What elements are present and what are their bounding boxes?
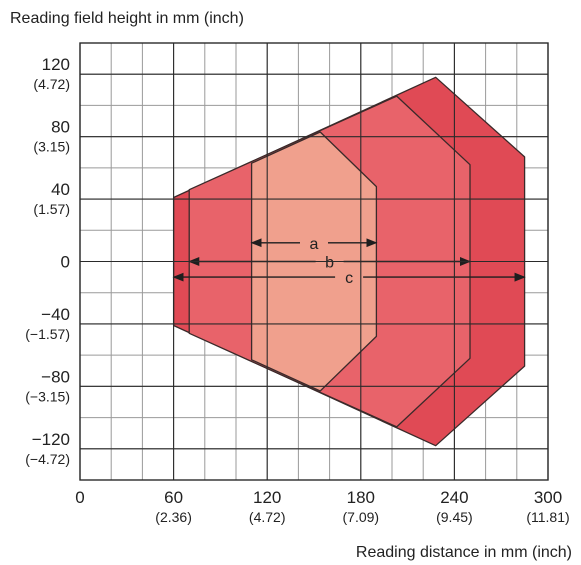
x-axis-title: Reading distance in mm (inch): [356, 544, 572, 561]
y-tick-sublabel: (1.57): [33, 201, 70, 217]
x-tick-sublabel: (9.45): [436, 509, 473, 525]
dimension-label-b: b: [325, 255, 334, 272]
x-tick-sublabel: (4.72): [249, 509, 286, 525]
tick-labels-layer: 120 (4.72) 80 (3.15) 40 (1.57) 0 −40 (−1.57) −80 (…: [25, 55, 569, 525]
x-tick-sublabel: (2.36): [155, 509, 192, 525]
y-tick-sublabel: (3.15): [33, 139, 70, 155]
x-tick-sublabel: (7.09): [343, 509, 380, 525]
y-tick-sublabel: (−4.72): [25, 451, 70, 467]
x-tick-sublabel: (11.81): [526, 509, 569, 525]
x-tick-label: 0: [75, 488, 84, 507]
x-tick-label: 300: [534, 488, 562, 507]
plot-frame: [79, 42, 549, 481]
y-tick-label: −40: [41, 305, 70, 324]
x-tick-label: 60: [164, 488, 183, 507]
x-tick-label: 180: [347, 488, 375, 507]
y-tick-label: 40: [51, 180, 70, 199]
dimension-label-c: c: [345, 270, 353, 287]
y-tick-sublabel: (4.72): [33, 76, 70, 92]
y-tick-label: −80: [41, 367, 70, 386]
y-tick-sublabel: (−3.15): [25, 388, 70, 404]
x-tick-label: 240: [440, 488, 468, 507]
y-axis-title: Reading field height in mm (inch): [10, 10, 244, 27]
y-tick-label: 80: [51, 118, 70, 137]
y-tick-label: 120: [42, 55, 70, 74]
y-tick-label: −120: [32, 430, 70, 449]
dimension-label-a: a: [310, 236, 319, 253]
y-tick-label: 0: [61, 253, 70, 272]
x-tick-label: 120: [253, 488, 281, 507]
plot-frame-layer: [79, 42, 549, 481]
y-tick-sublabel: (−1.57): [25, 326, 70, 342]
